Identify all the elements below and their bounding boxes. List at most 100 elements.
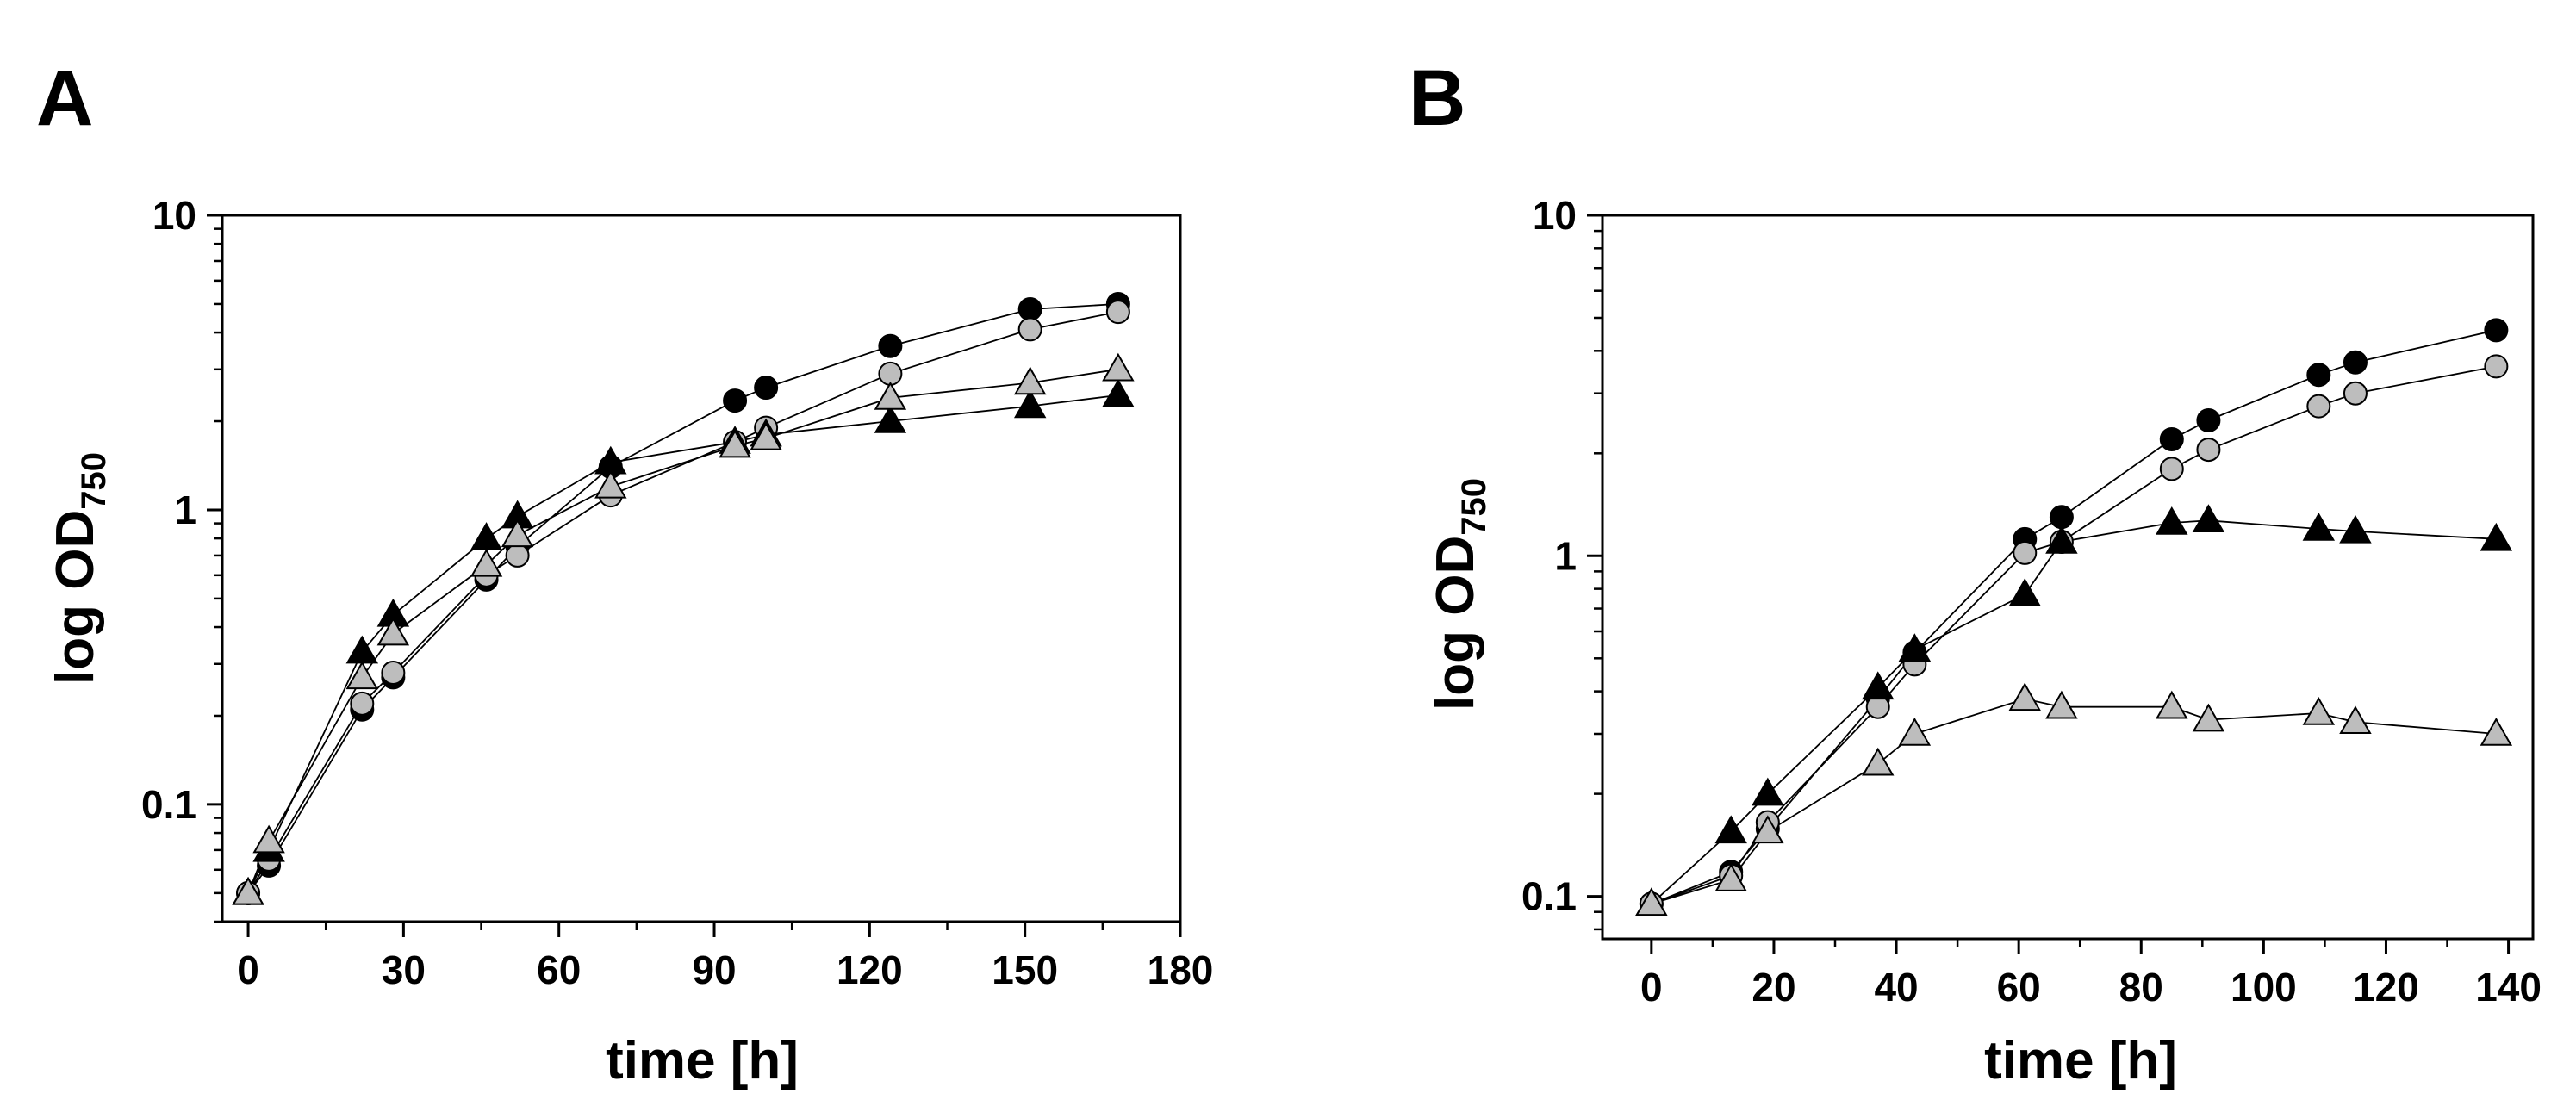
data-point-triangle	[1714, 863, 1747, 891]
x-tick-label: 140	[2475, 965, 2542, 1009]
y-axis-title-subscript: 750	[75, 452, 113, 510]
x-tick-label: 180	[1148, 947, 1214, 992]
data-point-triangle	[1013, 366, 1047, 395]
data-point-circle	[1017, 297, 1042, 322]
data-point-triangle	[2302, 696, 2336, 725]
data-point-triangle	[2045, 690, 2078, 719]
data-point-circle	[2196, 407, 2221, 432]
data-point-triangle	[2008, 682, 2041, 711]
data-point-triangle	[2480, 717, 2513, 746]
x-axis-title: time [h]	[1984, 1031, 2177, 1090]
x-tick-label: 80	[2119, 965, 2163, 1009]
plot-frame	[1601, 214, 2535, 941]
series-line	[247, 311, 1119, 894]
data-point-triangle	[2302, 512, 2336, 541]
data-point-circle	[381, 661, 406, 686]
x-axis-title: time [h]	[606, 1031, 799, 1090]
data-point-circle	[2159, 457, 2184, 481]
axes: 0 20 40 60 80 100 120 140 0.1 1 10	[1521, 193, 2542, 1009]
data-points	[1635, 318, 2513, 916]
data-point-triangle	[345, 661, 379, 690]
data-point-triangle	[376, 617, 410, 646]
data-point-circle	[754, 376, 779, 401]
y-axis-title: log OD750	[1426, 478, 1493, 711]
data-point-circle	[2013, 540, 2038, 565]
x-tick-label: 60	[1997, 965, 2041, 1009]
y-tick-label: 10	[152, 193, 196, 238]
data-point-circle	[2343, 350, 2368, 375]
x-tick-label: 20	[1752, 965, 1795, 1009]
panel-label: B	[1409, 54, 1465, 142]
x-tick-label: 120	[837, 947, 903, 992]
x-tick-label: 0	[1640, 965, 1663, 1009]
y-axis-title-subscript: 750	[1455, 478, 1493, 536]
y-tick-label: 1	[174, 488, 196, 532]
data-point-triangle	[1013, 389, 1047, 419]
data-point-triangle	[874, 405, 907, 433]
data-point-triangle	[1102, 378, 1135, 407]
data-point-triangle	[1898, 633, 1932, 662]
data-point-circle	[2306, 363, 2331, 388]
data-point-triangle	[750, 421, 782, 450]
series-line	[247, 368, 1119, 894]
data-point-circle	[2343, 381, 2368, 406]
x-tick-label: 120	[2353, 965, 2419, 1009]
data-point-triangle	[2339, 705, 2372, 735]
data-point-triangle	[2045, 525, 2078, 554]
data-point-triangle	[1102, 352, 1135, 382]
data-point-triangle	[874, 381, 907, 410]
data-point-triangle	[1635, 887, 1668, 916]
data-point-triangle	[1714, 815, 1747, 844]
x-tick-label: 60	[537, 947, 581, 992]
plot-frame	[221, 214, 1182, 923]
series-line	[247, 303, 1118, 894]
data-point-circle	[2196, 438, 2221, 463]
data-point-circle	[2484, 354, 2509, 379]
data-point-triangle	[1862, 671, 1895, 700]
series-line	[247, 394, 1119, 894]
panel-b: B 0 20 40 60 80 100 120 140 0.1 1 10 time [h] log …	[1409, 54, 2542, 1090]
y-tick-label: 0.1	[1521, 874, 1577, 919]
data-point-circle	[2049, 505, 2074, 530]
data-point-circle	[2306, 394, 2331, 419]
panel-label: A	[36, 54, 93, 142]
data-point-triangle	[1898, 717, 1932, 746]
data-point-circle	[723, 388, 748, 413]
data-point-triangle	[470, 548, 503, 577]
data-point-circle	[505, 543, 530, 568]
data-point-triangle	[719, 429, 751, 458]
panel-a: A 0 30 60 90 120 150 180 0.1 1 10 time [h] log OD…	[36, 54, 1213, 1090]
data-point-triangle	[501, 519, 534, 548]
y-axis-title-main: log OD	[1426, 536, 1485, 711]
data-point-triangle	[2156, 506, 2188, 535]
series-lines	[247, 303, 1119, 894]
x-tick-label: 150	[992, 947, 1058, 992]
data-point-triangle	[1752, 815, 1784, 844]
x-tick-label: 40	[1874, 965, 1918, 1009]
data-point-triangle	[2339, 514, 2372, 544]
data-point-triangle	[594, 469, 627, 499]
data-point-triangle	[1862, 747, 1895, 776]
data-point-triangle	[1752, 777, 1784, 806]
data-point-circle	[2484, 318, 2509, 343]
data-point-triangle	[2192, 504, 2225, 533]
y-axis-title-main: log OD	[46, 510, 105, 685]
y-tick-label: 10	[1533, 193, 1577, 238]
data-point-triangle	[2156, 690, 2188, 719]
x-tick-label: 90	[692, 947, 736, 992]
x-tick-label: 0	[237, 947, 259, 992]
data-point-triangle	[2192, 703, 2225, 732]
data-point-triangle	[2480, 522, 2513, 551]
data-point-circle	[350, 691, 375, 716]
y-tick-label: 1	[1554, 533, 1577, 578]
data-point-circle	[1105, 300, 1130, 325]
x-tick-label: 30	[382, 947, 426, 992]
data-point-circle	[2159, 426, 2184, 451]
data-point-circle	[1017, 317, 1042, 342]
data-point-triangle	[252, 824, 285, 854]
y-axis-title: log OD750	[46, 452, 113, 685]
x-tick-label: 100	[2231, 965, 2297, 1009]
y-tick-label: 0.1	[141, 782, 196, 827]
